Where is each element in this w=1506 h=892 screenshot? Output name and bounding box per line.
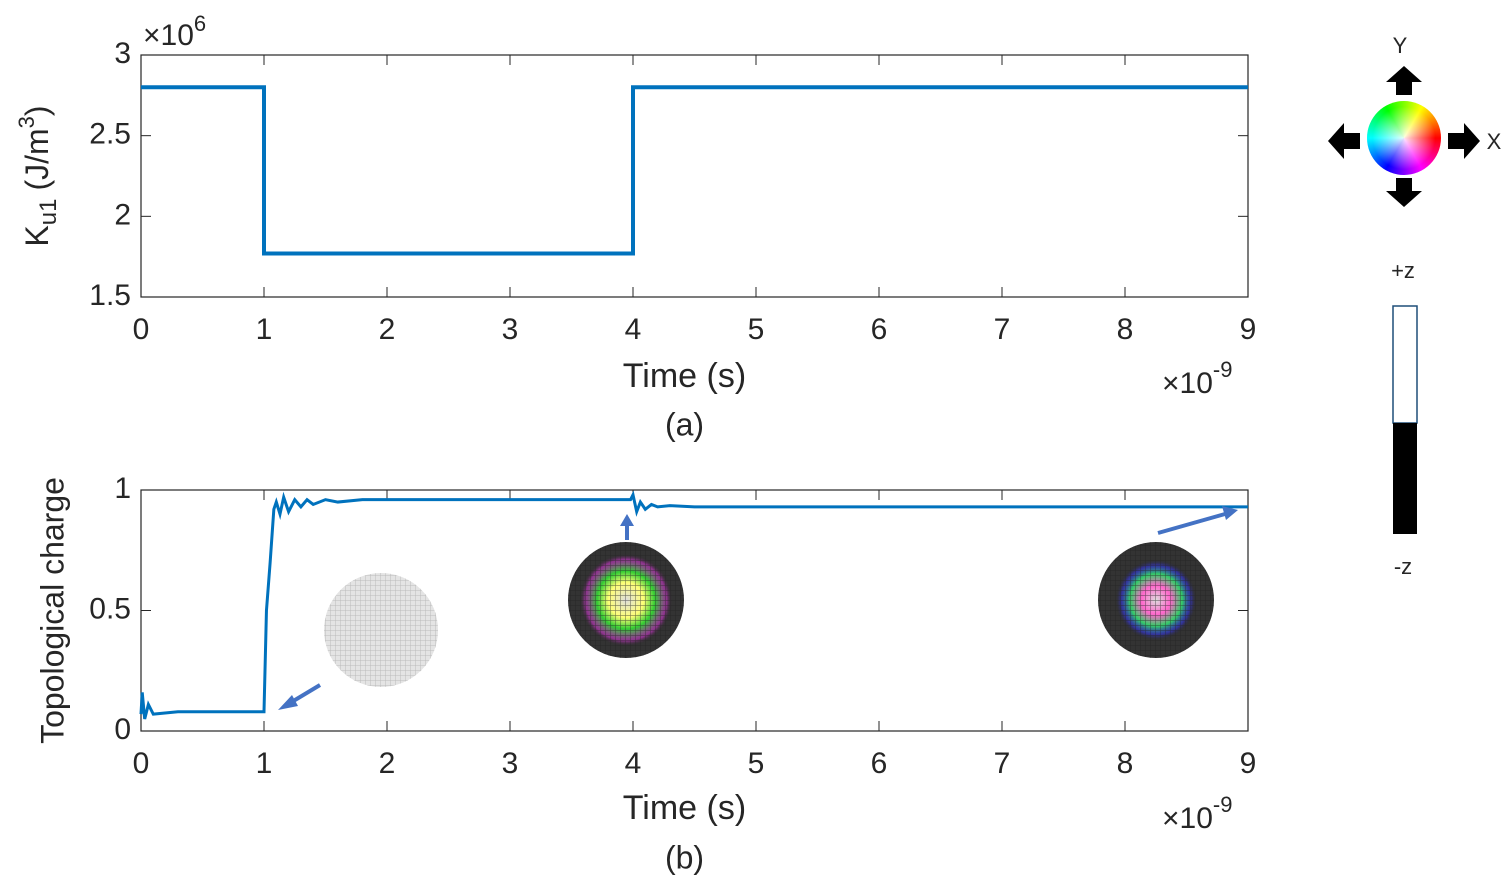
inset-mesh (1098, 542, 1214, 658)
y-tick-label: 0.5 (89, 592, 131, 625)
inset-mesh (568, 542, 684, 658)
x-tick-label: 8 (1117, 313, 1134, 346)
multiplier-base: ×10 (1162, 802, 1213, 835)
x-tick-label: 5 (748, 313, 765, 346)
x-axis-label: Time (s) (623, 789, 746, 827)
multiplier-base: ×10 (143, 19, 194, 52)
label-close: ) (19, 105, 55, 116)
plot-area (140, 54, 1249, 298)
y-multiplier: ×106 (143, 11, 206, 52)
y-tick-label: 1 (114, 472, 131, 505)
direction-arrows (1328, 66, 1480, 207)
x-tick-label: 9 (1240, 313, 1257, 346)
x-tick-label: 7 (994, 313, 1011, 346)
multiplier-base: ×10 (1162, 367, 1213, 400)
multiplier-exponent: 6 (194, 11, 206, 36)
x-tick-label: 6 (871, 313, 888, 346)
x-tick-label: 6 (871, 747, 888, 780)
y-tick-label: 3 (114, 37, 131, 70)
x-tick-label: 3 (502, 747, 519, 780)
y-direction-label: Y (1393, 33, 1408, 58)
x-tick-label: 7 (994, 747, 1011, 780)
label-subscript: u1 (35, 199, 62, 226)
x-tick-label: 1 (256, 313, 273, 346)
x-tick-label: 5 (748, 747, 765, 780)
caption: (a) (665, 406, 704, 442)
y-axis-label: Ku1 (J/m3) (14, 105, 63, 246)
x-tick-label: 8 (1117, 747, 1134, 780)
colorbar-bottom (1393, 423, 1417, 534)
x-tick-label: 4 (625, 747, 642, 780)
line-series (141, 85, 1248, 256)
colorbar-label: +z (1391, 258, 1415, 283)
x-tick-label: 0 (133, 747, 150, 780)
arrows (278, 506, 1238, 710)
color-wheel (1367, 101, 1441, 175)
y-tick-label: 2 (114, 198, 131, 231)
y-tick-label: 1.5 (89, 279, 131, 312)
label-unit: (J/m (19, 128, 55, 190)
y-tick-label: 0 (114, 713, 131, 746)
x-tick-label: 2 (379, 313, 396, 346)
y-tick-label: 2.5 (89, 118, 131, 151)
multiplier-exponent: -9 (1213, 792, 1233, 817)
x-tick-label: 3 (502, 313, 519, 346)
inset-mesh (324, 573, 438, 687)
label-symbol: K (19, 225, 55, 246)
line-series (139, 490, 1248, 720)
plot-area (140, 489, 1249, 732)
x-axis-label: Time (s) (623, 357, 746, 395)
caption: (b) (665, 839, 704, 875)
x-tick-label: 0 (133, 313, 150, 346)
multiplier-exponent: -9 (1213, 357, 1233, 382)
x-direction-label: X (1487, 129, 1502, 154)
y-axis-label: Topological charge (34, 477, 70, 744)
label-superscript: 3 (14, 116, 39, 128)
x-tick-label: 2 (379, 747, 396, 780)
x-tick-label: 4 (625, 313, 642, 346)
colorbar-label: -z (1394, 554, 1412, 579)
x-tick-label: 9 (1240, 747, 1257, 780)
x-multiplier: ×10-9 (1162, 357, 1232, 400)
x-multiplier: ×10-9 (1162, 792, 1232, 835)
colorbar-top (1392, 305, 1418, 424)
x-tick-label: 1 (256, 747, 273, 780)
